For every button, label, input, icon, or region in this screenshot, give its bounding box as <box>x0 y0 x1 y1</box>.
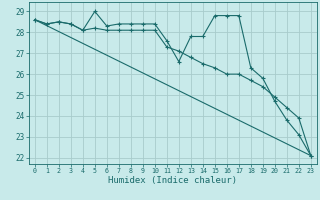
X-axis label: Humidex (Indice chaleur): Humidex (Indice chaleur) <box>108 176 237 185</box>
